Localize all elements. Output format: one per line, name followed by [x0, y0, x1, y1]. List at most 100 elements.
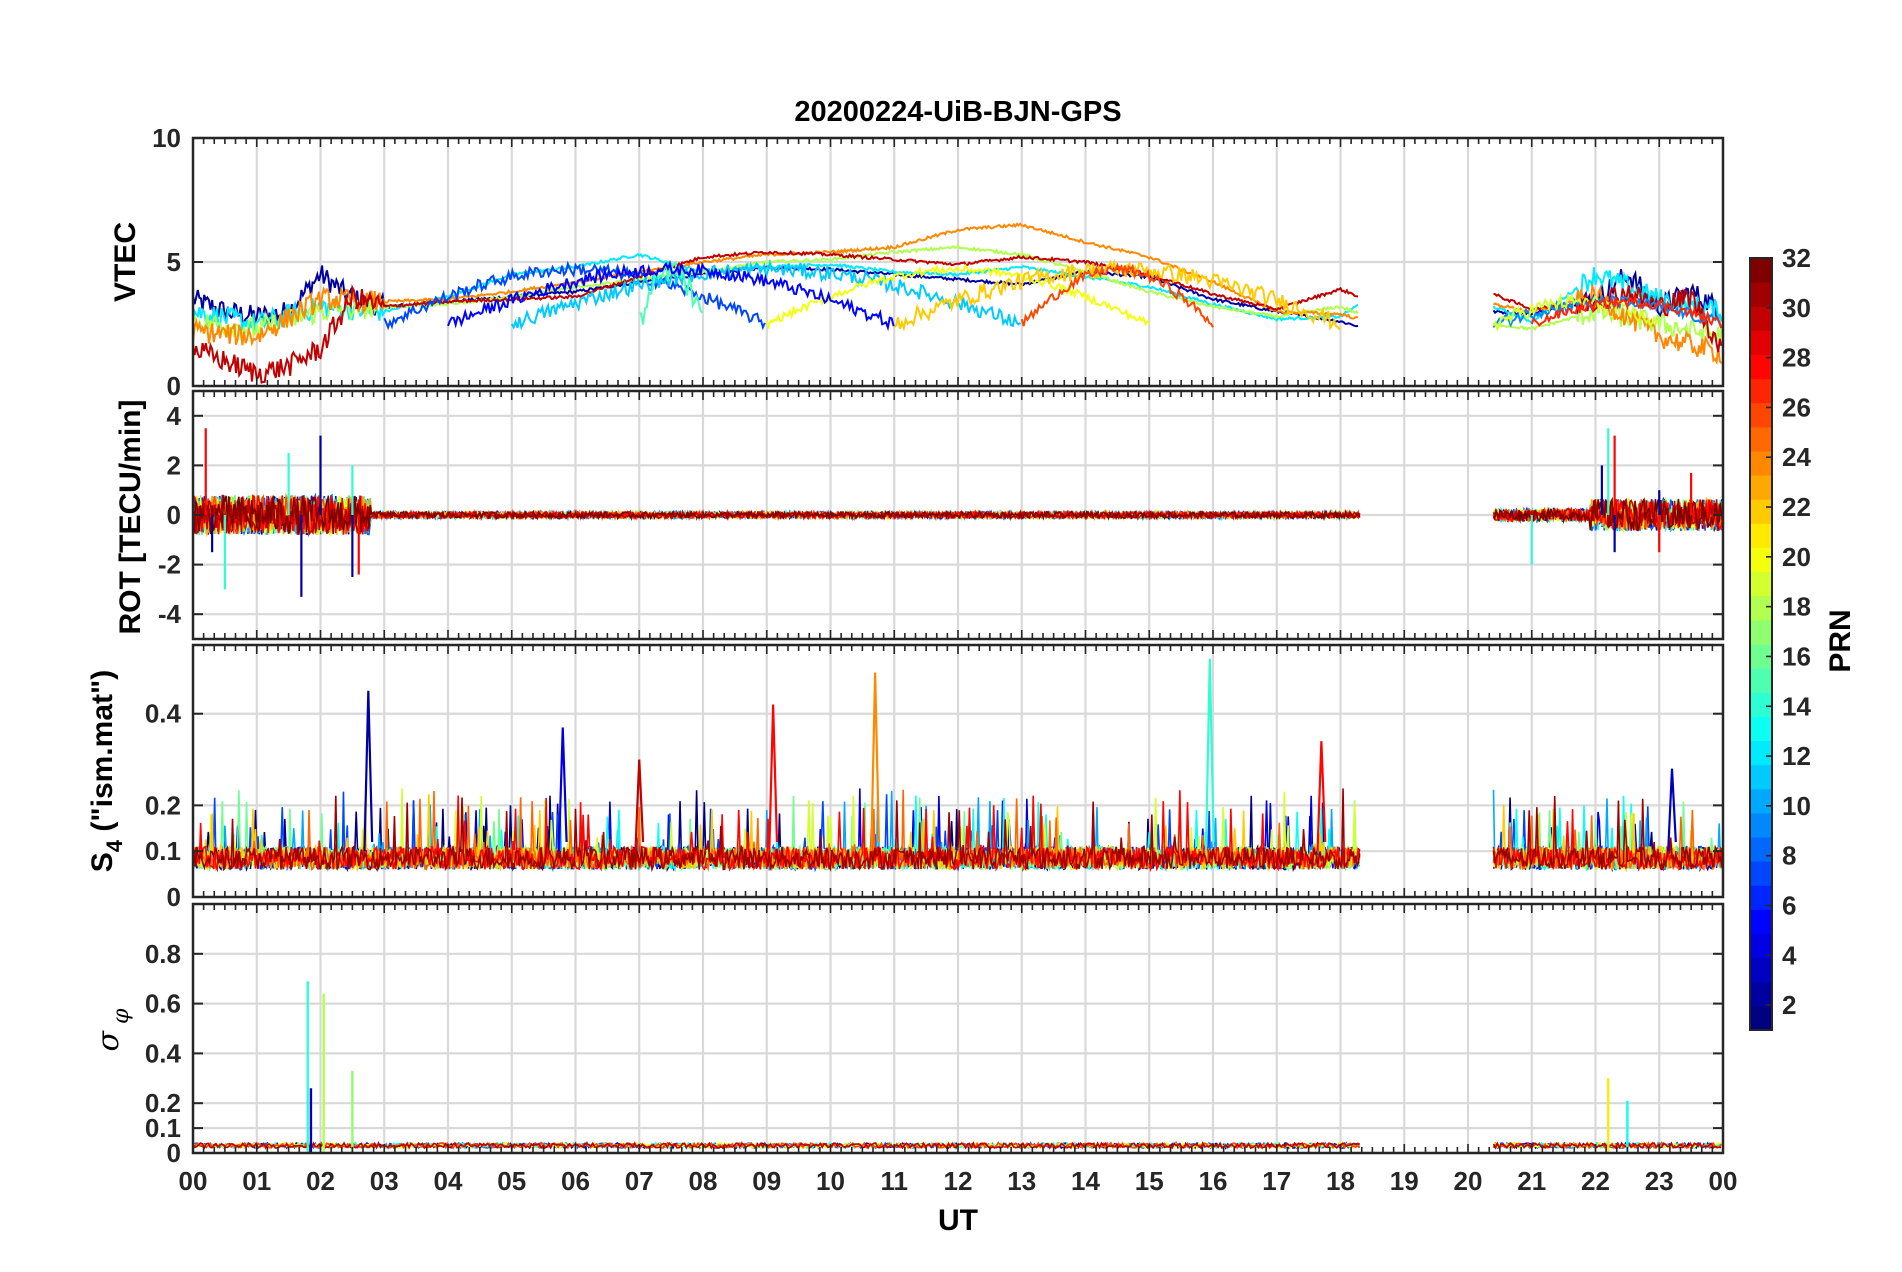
- colorbar-tick-label: 32: [1782, 243, 1811, 273]
- colorbar-swatch: [1750, 499, 1772, 524]
- y-tick-label: 0.2: [145, 1088, 181, 1118]
- y-tick-label: 0: [167, 882, 181, 912]
- y-tick-label: 0.6: [145, 989, 181, 1019]
- x-tick-label: 08: [689, 1166, 718, 1196]
- colorbar-tick-label: 20: [1782, 542, 1811, 572]
- colorbar-label: PRN: [1824, 609, 1857, 672]
- colorbar-swatch: [1750, 426, 1772, 452]
- ylabel-vtec: VTEC: [109, 222, 142, 302]
- rot-series-line: [193, 495, 1361, 535]
- data-lines: [193, 658, 1723, 873]
- colorbar-swatch: [1750, 1005, 1772, 1031]
- s4-peak: [557, 727, 568, 852]
- y-tick-label: 0: [167, 371, 181, 401]
- colorbar-swatch: [1750, 740, 1772, 766]
- colorbar-swatch: [1750, 306, 1772, 331]
- y-tick-label: 0.4: [145, 1038, 182, 1068]
- x-tick-label: 13: [1007, 1166, 1036, 1196]
- colorbar-swatch: [1750, 571, 1772, 597]
- colorbar-tick-label: 18: [1782, 592, 1811, 622]
- s4-peak: [1204, 658, 1215, 852]
- colorbar-swatch: [1750, 788, 1772, 814]
- colorbar-swatch: [1750, 282, 1772, 307]
- sigma-series-line: [193, 1141, 1361, 1150]
- vtec-series-line: [193, 252, 1359, 332]
- y-tick-label: 0: [167, 500, 181, 530]
- y-tick-label: 4: [167, 401, 182, 431]
- x-tick-label: 00: [1709, 1166, 1738, 1196]
- ylabel-sigma-phi: σ φ: [91, 1008, 134, 1051]
- x-tick-label: 12: [944, 1166, 973, 1196]
- colorbar-tick-label: 16: [1782, 641, 1811, 671]
- s4-series-line: [193, 789, 1361, 872]
- x-tick-label: 16: [1199, 1166, 1228, 1196]
- y-tick-label: 0.8: [145, 939, 181, 969]
- x-tick-label: 03: [370, 1166, 399, 1196]
- svg-text:S4 ("ism.mat"): S4 ("ism.mat"): [86, 670, 127, 872]
- x-tick-labels: 00 01 02 03 04 05 06 07 08 09 10 11 12 13 14 15 16 17 18 19…: [179, 1166, 1738, 1196]
- s4-peak: [363, 690, 374, 852]
- colorbar-tick-label: 24: [1782, 442, 1811, 472]
- colorbar-swatch: [1750, 523, 1772, 548]
- ylabel-rot: ROT [TECU/min]: [114, 400, 147, 635]
- x-tick-label: 15: [1135, 1166, 1164, 1196]
- colorbar-swatch: [1750, 692, 1772, 717]
- colorbar-tick-label: 14: [1782, 691, 1811, 721]
- vtec-series-line: [447, 260, 895, 332]
- svg-text:σ φ: σ φ: [91, 1008, 134, 1051]
- y-tick-label: 0.4: [145, 699, 182, 729]
- vtec-series-line: [193, 222, 1359, 347]
- s4-peak: [1316, 741, 1327, 852]
- x-tick-label: 11: [881, 1166, 909, 1196]
- vtec-series-line: [1492, 292, 1659, 332]
- x-tick-label: 17: [1262, 1166, 1291, 1196]
- colorbar-tick-label: 4: [1782, 940, 1797, 970]
- x-tick-label: 14: [1071, 1166, 1100, 1196]
- y-tick-label: -2: [158, 550, 181, 580]
- vtec-series-line: [193, 249, 1359, 384]
- colorbar-swatch: [1750, 981, 1772, 1007]
- colorbar-tick-label: 2: [1782, 990, 1796, 1020]
- rot-panel: -4 -2 0 2 4: [158, 389, 1725, 641]
- s4-peak: [768, 704, 779, 852]
- colorbar-swatch: [1750, 354, 1772, 380]
- colorbar-swatch: [1750, 861, 1772, 886]
- y-tick-label: 10: [152, 123, 181, 153]
- x-tick-label: 01: [242, 1166, 271, 1196]
- x-ticks: [192, 138, 1724, 386]
- colorbar-swatch: [1750, 716, 1772, 741]
- vtec-series-line: [1530, 295, 1723, 329]
- colorbar-tick-label: 30: [1782, 293, 1811, 323]
- colorbar-swatch: [1750, 330, 1772, 355]
- y-tick-label: 0: [167, 1138, 181, 1168]
- y-tick-label: 0.1: [145, 1113, 181, 1143]
- colorbar-swatch: [1750, 402, 1772, 428]
- x-ticks: [192, 391, 1724, 639]
- colorbar-tick-label: 28: [1782, 343, 1811, 373]
- x-tick-label: 00: [179, 1166, 208, 1196]
- vtec-series-line: [1020, 262, 1214, 328]
- x-ticks: [192, 904, 1724, 1153]
- data-lines: [193, 428, 1723, 597]
- colorbar-swatch: [1750, 644, 1772, 669]
- colorbar-swatch: [1750, 475, 1772, 500]
- chart-title: 20200224-UiB-BJN-GPS: [794, 96, 1121, 128]
- y-tick-label: 0.2: [145, 790, 181, 820]
- data-lines: [193, 981, 1722, 1153]
- x-tick-label: 10: [816, 1166, 845, 1196]
- colorbar-swatch: [1750, 378, 1772, 404]
- x-tick-label: 09: [752, 1166, 781, 1196]
- x-tick-label: 06: [561, 1166, 590, 1196]
- vtec-series-line: [1492, 298, 1723, 344]
- s4-peak: [870, 672, 881, 852]
- y-tick-label: 5: [167, 247, 181, 277]
- y-tick-label: -4: [158, 599, 182, 629]
- y-tick-label: 0.1: [145, 836, 181, 866]
- x-ticks: [192, 645, 1724, 897]
- x-tick-label: 02: [306, 1166, 335, 1196]
- colorbar-swatch: [1750, 547, 1772, 573]
- y-tick-label: 2: [167, 450, 181, 480]
- colorbar-tick-label: 10: [1782, 791, 1811, 821]
